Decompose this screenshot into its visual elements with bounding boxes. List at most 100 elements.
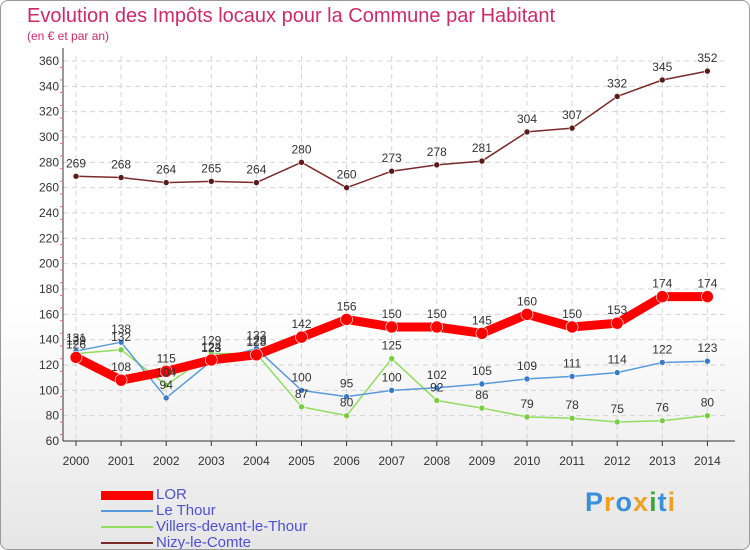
brand-letter: o: [615, 487, 634, 517]
data-label-nizy-le-comte: 304: [517, 112, 537, 126]
data-label-lor: 153: [607, 303, 627, 317]
legend-swatch: [101, 510, 153, 512]
data-point-le-thour: [613, 369, 621, 376]
data-point-villers-devant-le-thour: [298, 403, 305, 411]
y-tick-label: 120: [39, 358, 59, 372]
x-tick-label: 2010: [514, 454, 541, 468]
y-tick-label: 220: [39, 231, 59, 245]
data-label-villers-devant-le-thour: 78: [565, 398, 579, 412]
data-label-lor: 156: [337, 299, 357, 313]
data-point-nizy-le-comte: [613, 93, 621, 100]
x-tick-label: 2013: [649, 454, 676, 468]
data-point-le-thour: [523, 375, 531, 383]
data-point-lor: [565, 320, 579, 334]
data-label-le-thour: 114: [608, 353, 627, 367]
y-tick-label: 280: [39, 155, 59, 169]
y-tick-label: 80: [46, 409, 60, 423]
data-label-le-thour: 95: [340, 377, 354, 391]
data-label-nizy-le-comte: 264: [246, 163, 266, 177]
data-label-lor: 124: [201, 340, 221, 354]
data-point-villers-devant-le-thour: [388, 355, 396, 362]
data-label-villers-devant-le-thour: 92: [430, 380, 444, 394]
y-tick-label: 300: [39, 130, 59, 144]
legend-label: Villers-devant-le-Thour: [156, 518, 308, 535]
data-label-nizy-le-comte: 273: [382, 151, 402, 165]
legend-swatch: [101, 490, 153, 500]
data-point-le-thour: [704, 357, 711, 365]
brand-letter: t: [657, 487, 668, 517]
data-label-nizy-le-comte: 269: [66, 156, 86, 170]
data-point-lor: [701, 290, 714, 303]
legend-label: Le Thour: [156, 502, 216, 519]
brand-letter: i: [649, 487, 658, 517]
brand-letter: x: [633, 487, 650, 517]
data-label-le-thour: 105: [472, 364, 492, 378]
brand-logo: Proxiti: [585, 487, 676, 518]
data-label-villers-devant-le-thour: 75: [611, 402, 625, 416]
y-tick-label: 340: [39, 79, 59, 93]
data-label-villers-devant-le-thour: 86: [475, 388, 489, 402]
brand-letter: P: [585, 487, 605, 517]
data-point-lor: [655, 290, 669, 303]
data-point-nizy-le-comte: [704, 67, 711, 75]
data-point-villers-devant-le-thour: [117, 346, 125, 354]
data-label-le-thour: 100: [291, 370, 311, 384]
data-label-le-thour: 111: [563, 356, 582, 370]
data-point-nizy-le-comte: [117, 174, 125, 181]
data-point-nizy-le-comte: [658, 76, 666, 84]
legend-label: LOR: [156, 486, 187, 503]
x-tick-label: 2011: [559, 454, 585, 468]
data-point-le-thour: [658, 359, 666, 366]
data-label-lor: 142: [291, 317, 311, 331]
data-label-lor: 145: [472, 313, 492, 327]
data-point-nizy-le-comte: [568, 124, 576, 132]
data-label-nizy-le-comte: 332: [607, 76, 627, 90]
data-point-lor: [205, 353, 218, 367]
data-label-villers-devant-le-thour: 87: [295, 387, 309, 401]
data-point-nizy-le-comte: [253, 179, 260, 186]
data-point-lor: [159, 365, 173, 378]
data-label-le-thour: 109: [517, 359, 537, 373]
x-tick-label: 2006: [333, 454, 360, 468]
chart-subtitle: (en € et par an): [27, 29, 110, 43]
data-label-villers-devant-le-thour: 80: [701, 396, 715, 410]
data-label-villers-devant-le-thour: 104: [156, 365, 176, 379]
data-label-le-thour: 123: [697, 341, 717, 355]
x-tick-label: 2002: [153, 454, 180, 468]
data-point-le-thour: [298, 387, 305, 394]
data-point-villers-devant-le-thour: [704, 412, 711, 419]
x-tick-label: 2001: [108, 454, 135, 468]
data-point-nizy-le-comte: [478, 157, 486, 165]
y-tick-label: 320: [39, 105, 59, 119]
data-point-lor: [430, 320, 444, 334]
x-tick-label: 2012: [604, 454, 631, 468]
data-point-le-thour: [433, 384, 441, 392]
data-label-nizy-le-comte: 281: [472, 141, 492, 155]
data-label-lor: 174: [697, 277, 717, 291]
data-point-villers-devant-le-thour: [478, 404, 486, 412]
data-label-nizy-le-comte: 260: [337, 168, 357, 182]
x-tick-label: 2003: [198, 454, 225, 468]
y-tick-label: 60: [46, 434, 60, 448]
brand-letter: r: [604, 487, 616, 517]
data-point-villers-devant-le-thour: [162, 381, 170, 389]
data-label-lor: 108: [111, 360, 131, 374]
data-point-lor: [295, 330, 308, 344]
y-tick-label: 360: [39, 54, 59, 68]
data-point-nizy-le-comte: [388, 167, 396, 175]
x-tick-label: 2000: [63, 454, 90, 468]
data-label-villers-devant-le-thour: 132: [111, 330, 131, 344]
data-point-le-thour: [478, 380, 486, 388]
data-point-villers-devant-le-thour: [568, 414, 576, 422]
data-point-lor: [69, 351, 83, 364]
data-point-villers-devant-le-thour: [343, 412, 350, 419]
data-label-nizy-le-comte: 278: [427, 145, 447, 159]
data-point-nizy-le-comte: [72, 172, 80, 180]
data-point-nizy-le-comte: [208, 178, 215, 185]
y-tick-label: 200: [39, 257, 59, 271]
data-point-nizy-le-comte: [433, 161, 441, 169]
data-point-lor: [114, 373, 128, 387]
data-label-nizy-le-comte: 352: [697, 51, 717, 65]
data-point-villers-devant-le-thour: [433, 397, 441, 404]
